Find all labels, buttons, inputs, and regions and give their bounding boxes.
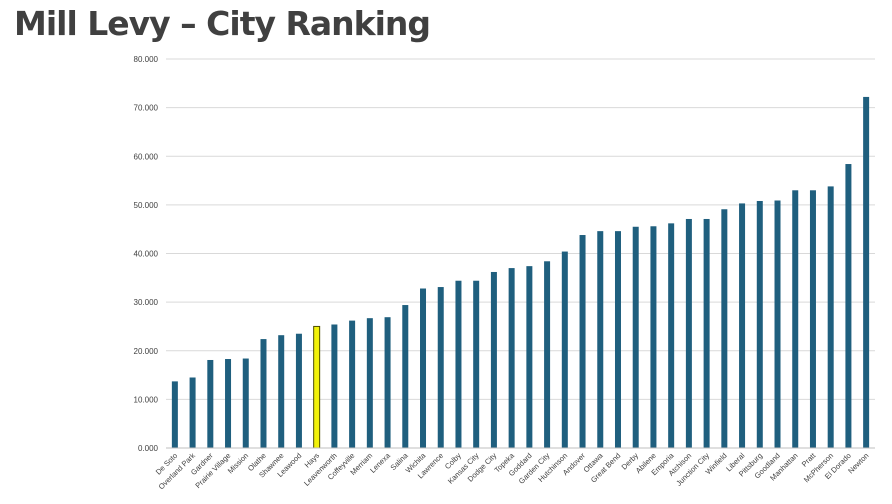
bar-winfield xyxy=(721,209,728,448)
bar-lawrence xyxy=(437,287,444,448)
bar-coffeyville xyxy=(349,320,356,448)
bar-topeka xyxy=(508,268,515,448)
bar-goodland xyxy=(774,200,781,448)
x-tick-label: Lenexa xyxy=(368,450,392,474)
bar-great-bend xyxy=(614,231,621,448)
bar-emporia xyxy=(668,223,675,448)
bar-andover xyxy=(579,235,586,448)
y-axis-tick-labels: 0.000 10.000 20.000 30.000 40.000 50.000 60.00… xyxy=(134,55,159,453)
bar-manhattan xyxy=(792,190,799,448)
bars xyxy=(171,96,870,449)
bar-atchison xyxy=(685,218,692,448)
bar-olathe xyxy=(260,339,267,448)
bar-salina xyxy=(402,305,409,448)
bar-overland-park xyxy=(189,377,196,448)
bar-hays xyxy=(313,325,321,449)
y-tick-label: 80.000 xyxy=(134,55,159,64)
bar-gardner xyxy=(207,359,214,448)
bar-prairie-village xyxy=(225,359,232,448)
bar-kansas-city xyxy=(473,280,480,448)
bar-leavenworth xyxy=(331,324,338,448)
bar-ottawa xyxy=(597,231,604,448)
bar-el-dorado xyxy=(845,164,852,448)
gridlines xyxy=(166,58,875,400)
bar-abilene xyxy=(650,226,657,448)
bar-liberal xyxy=(739,203,746,448)
bar-garden-city xyxy=(544,261,551,448)
y-tick-label: 30.000 xyxy=(134,298,159,307)
bar-colby xyxy=(455,280,462,448)
y-tick-label: 60.000 xyxy=(134,152,159,161)
bar-lenexa xyxy=(384,317,391,448)
y-tick-label: 0.000 xyxy=(138,444,159,453)
bar-newton xyxy=(863,96,870,449)
y-tick-label: 10.000 xyxy=(134,395,159,404)
page-title: Mill Levy – City Ranking xyxy=(14,4,431,43)
bar-pratt xyxy=(809,190,816,448)
bar-shawnee xyxy=(278,335,285,448)
y-tick-label: 40.000 xyxy=(134,250,159,259)
y-tick-label: 20.000 xyxy=(134,347,159,356)
bar-wichita xyxy=(420,288,427,448)
bar-leawood xyxy=(295,333,302,448)
bar-de-soto xyxy=(171,381,178,448)
bar-dodge-city xyxy=(490,271,497,448)
y-tick-label: 70.000 xyxy=(134,104,159,113)
bar-derby xyxy=(632,226,639,448)
bar-hutchinson xyxy=(561,251,568,448)
y-tick-label: 50.000 xyxy=(134,201,159,210)
bar-goddard xyxy=(526,266,533,448)
bar-pittsburg xyxy=(756,200,763,448)
bar-junction-city xyxy=(703,218,710,448)
bar-merriam xyxy=(366,318,373,448)
bar-mcpherson xyxy=(827,186,834,448)
bar-mission xyxy=(242,358,249,448)
